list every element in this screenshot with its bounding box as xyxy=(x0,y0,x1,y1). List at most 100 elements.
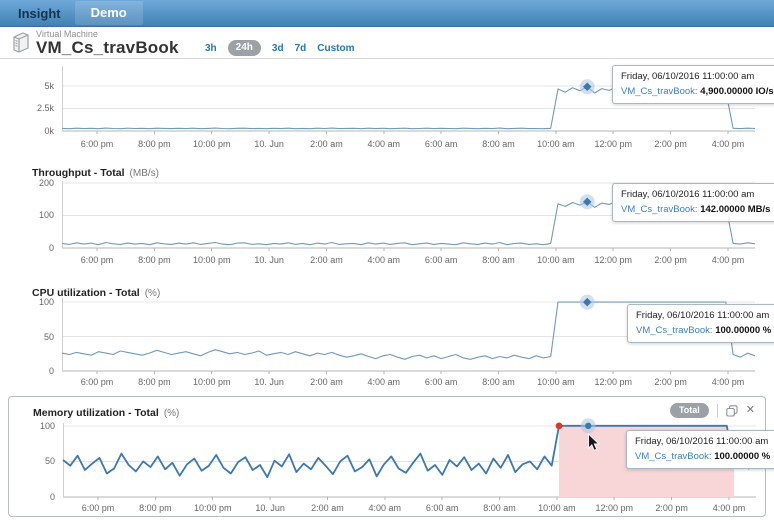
tooltip-series: VM_Cs_travBook: xyxy=(635,450,712,462)
x-tick-label: 10:00 pm xyxy=(192,255,231,265)
tooltip-series: VM_Cs_travBook: xyxy=(636,324,713,336)
chart-unit: (%) xyxy=(163,408,180,419)
divider xyxy=(716,404,718,417)
chart-tooltip: Friday, 06/10/2016 11:00:00 am VM_Cs_tra… xyxy=(612,65,774,105)
time-range-7d[interactable]: 7d xyxy=(294,42,307,54)
x-tick-label: 10:00 am xyxy=(537,377,575,387)
x-tick-label: 6:00 pm xyxy=(81,503,115,513)
x-tick-label: 2:00 am xyxy=(310,255,343,265)
entity-type-label: Virtual Machine xyxy=(36,29,98,39)
x-tick-label: 10. Jun xyxy=(255,503,285,513)
x-tick-label: 12:00 pm xyxy=(594,139,632,149)
x-tick-label: 4:00 am xyxy=(367,255,401,265)
x-tick-label: 10:00 am xyxy=(537,139,575,149)
x-tick-label: 6:00 am xyxy=(424,139,458,149)
x-tick-label: 6:00 am xyxy=(424,377,458,387)
y-tick-label: 0 xyxy=(48,366,54,376)
time-range-3h[interactable]: 3h xyxy=(205,42,217,54)
x-tick-label: 4:00 am xyxy=(367,377,401,387)
chart-title: Throughput - Total (MB/s) xyxy=(32,167,159,179)
chart-tooltip: Friday, 06/10/2016 11:00:00 am VM_Cs_tra… xyxy=(627,304,774,344)
app-brand[interactable]: Insight xyxy=(18,5,61,21)
x-tick-label: 4:00 pm xyxy=(711,377,745,387)
chart-tooltip: Friday, 06/10/2016 11:00:00 am VM_Cs_tra… xyxy=(626,430,774,470)
x-tick-label: 6:00 pm xyxy=(80,139,114,149)
y-tick-label: 100 xyxy=(38,297,54,308)
tooltip-series: VM_Cs_travBook: xyxy=(621,203,698,215)
y-tick-label: 50 xyxy=(44,456,55,467)
x-tick-label: 6:00 pm xyxy=(80,377,114,387)
y-tick-label: 2.5k xyxy=(36,103,54,114)
y-tick-label: 0 xyxy=(48,243,54,253)
chart-unit: (MB/s) xyxy=(129,168,159,179)
tooltip-value: 4,900.00000 IO/s xyxy=(700,85,774,97)
x-tick-label: 8:00 pm xyxy=(139,503,172,513)
x-axis-labels: 6:00 pm 8:00 pm 10:00 pm 10. Jun 2:00 am 4:00… xyxy=(62,377,762,389)
tooltip-series: VM_Cs_travBook: xyxy=(621,85,698,97)
top-nav-bar: Insight Demo xyxy=(0,0,774,27)
tooltip-value: 100.00000 % xyxy=(714,450,771,462)
selection-start-dot xyxy=(555,422,563,430)
x-tick-label: 12:00 pm xyxy=(594,377,632,387)
nav-item-demo[interactable]: Demo xyxy=(74,1,143,25)
x-tick-label: 8:00 pm xyxy=(138,255,171,265)
tooltip-value: 142.00000 MB/s xyxy=(700,203,771,215)
copy-icon[interactable] xyxy=(726,404,738,417)
x-tick-label: 2:00 am xyxy=(311,503,344,513)
x-tick-label: 10:00 pm xyxy=(193,503,232,513)
x-axis-labels: 6:00 pm 8:00 pm 10:00 pm 10. Jun 2:00 am 4:00… xyxy=(63,503,763,515)
x-tick-label: 12:00 pm xyxy=(595,503,633,513)
chart-title: Memory utilization - Total (%) xyxy=(33,407,180,419)
page-title: VM_Cs_travBook xyxy=(36,38,179,57)
y-tick-label: 100 xyxy=(39,420,55,431)
x-axis-labels: 6:00 pm 8:00 pm 10:00 pm 10. Jun 2:00 am 4:00… xyxy=(62,139,762,151)
x-tick-label: 4:00 pm xyxy=(711,255,745,265)
chart-panel-top: 0k 2.5k 5k 6:00 pm 8:00 pm 10:00 pm 10. Jun 2:… xyxy=(8,59,774,159)
mouse-cursor-icon xyxy=(588,433,600,452)
x-tick-label: 2:00 pm xyxy=(655,503,688,513)
y-axis: 0 50 100 xyxy=(13,420,57,502)
x-tick-label: 10:00 am xyxy=(537,255,575,265)
chart-panel-throughput: Throughput - Total (MB/s) 0 100 200 6:00 pm… xyxy=(8,159,774,281)
x-tick-label: 2:00 am xyxy=(310,139,343,149)
x-tick-label: 12:00 pm xyxy=(594,255,632,265)
x-tick-label: 4:00 am xyxy=(368,503,402,513)
tooltip-value: 100.00000 % xyxy=(715,324,772,336)
y-axis: 0 100 200 xyxy=(12,177,56,253)
y-axis: 0 50 100 xyxy=(12,297,56,376)
x-tick-label: 8:00 am xyxy=(483,503,516,513)
chart-tooltip: Friday, 06/10/2016 11:00:00 am VM_Cs_tra… xyxy=(612,183,774,223)
x-tick-label: 8:00 pm xyxy=(138,377,171,387)
chart-panel-cpu: CPU utilization - Total (%) 0 50 100 6:00 p… xyxy=(8,281,774,395)
tooltip-date: Friday, 06/10/2016 11:00:00 am xyxy=(636,310,770,321)
chart-plot[interactable]: 0 50 100 xyxy=(39,294,756,376)
close-icon[interactable]: ✕ xyxy=(745,404,755,416)
time-range-24h[interactable]: 24h xyxy=(227,40,261,56)
tooltip-date: Friday, 06/10/2016 11:00:00 am xyxy=(621,189,755,200)
x-tick-label: 4:00 pm xyxy=(711,139,745,149)
y-tick-label: 100 xyxy=(38,210,54,221)
x-tick-label: 10:00 pm xyxy=(192,377,231,387)
chart-title: CPU utilization - Total (%) xyxy=(32,287,161,299)
time-range-group: 3h 24h 3d 7d Custom xyxy=(205,40,354,56)
time-range-3d[interactable]: 3d xyxy=(271,42,284,54)
chart-panel-memory: Memory utilization - Total (%) Total ✕ 0 5… xyxy=(8,396,774,517)
line-chart[interactable] xyxy=(61,294,756,374)
x-tick-label: 4:00 pm xyxy=(712,503,746,513)
y-tick-label: 200 xyxy=(38,177,54,188)
series-badge-total[interactable]: Total xyxy=(669,403,709,418)
x-tick-label: 8:00 am xyxy=(482,255,515,265)
entity-header: Virtual Machine VM_Cs_travBook 3h 24h 3d 7d… xyxy=(0,27,774,59)
x-tick-label: 6:00 pm xyxy=(80,255,114,265)
x-tick-label: 4:00 am xyxy=(367,139,401,149)
time-range-custom[interactable]: Custom xyxy=(317,42,355,54)
x-axis-labels: 6:00 pm 8:00 pm 10:00 pm 10. Jun 2:00 am 4:00… xyxy=(62,255,762,267)
x-tick-label: 2:00 pm xyxy=(654,139,687,149)
virtual-machine-icon xyxy=(10,31,31,59)
x-tick-label: 10. Jun xyxy=(254,139,284,149)
y-tick-label: 5k xyxy=(44,80,54,91)
x-tick-label: 6:00 am xyxy=(425,503,459,513)
hover-marker xyxy=(585,422,592,430)
tooltip-date: Friday, 06/10/2016 11:00:00 am xyxy=(635,436,769,447)
x-tick-label: 10. Jun xyxy=(254,377,284,387)
